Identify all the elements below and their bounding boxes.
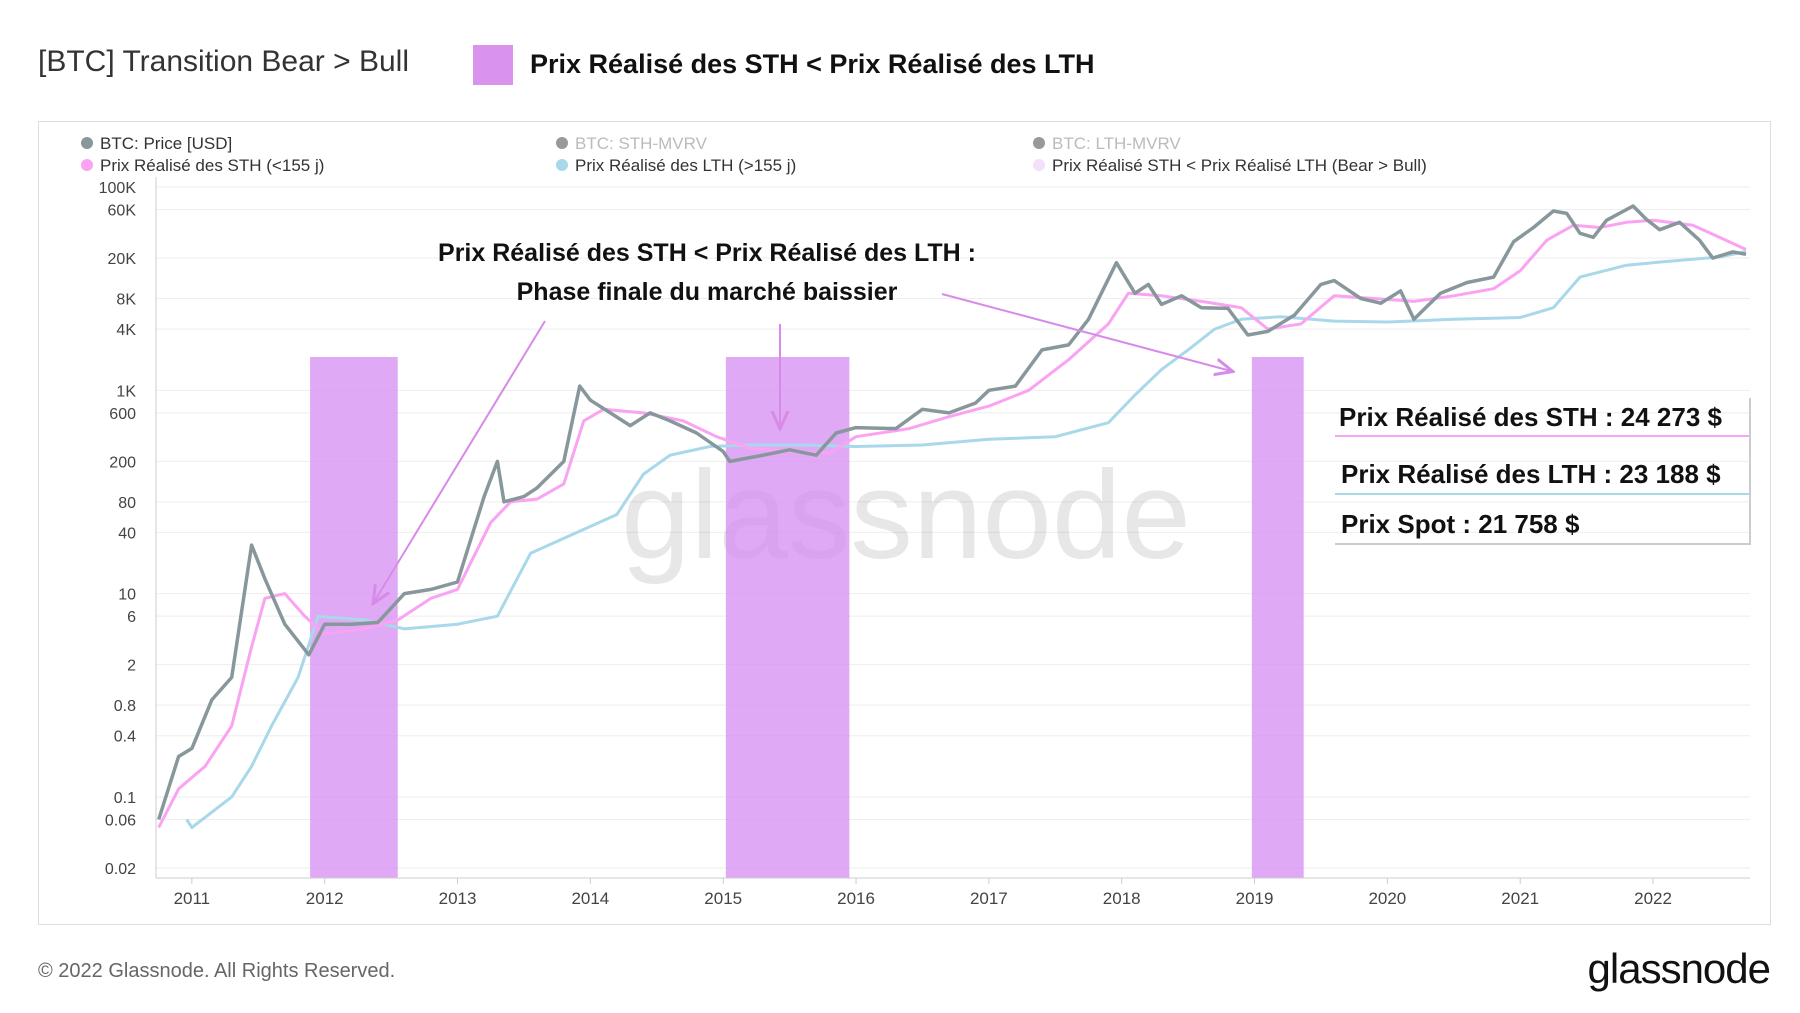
- y-tick-label: 0.1: [114, 790, 136, 807]
- legend-item[interactable]: BTC: STH-MVRV: [575, 134, 708, 153]
- x-tick-label: 2017: [970, 889, 1008, 908]
- legend-dot: [81, 137, 93, 149]
- bear-bull-transition-band: [725, 357, 850, 878]
- sth-underline: [1335, 435, 1749, 437]
- series-line-lth: [185, 250, 1747, 829]
- spot-price-value: Prix Spot : 21 758 $: [1341, 509, 1580, 539]
- sth-realized-value: Prix Réalisé des STH : 24 273 $: [1339, 402, 1722, 432]
- legend-item[interactable]: Prix Réalisé des STH (<155 j): [100, 156, 324, 175]
- arrow-2019: [941, 293, 1231, 371]
- x-tick-label: 2014: [571, 889, 609, 908]
- y-tick-label: 0.06: [105, 812, 136, 829]
- annotation-headline-2: Phase finale du marché baissier: [517, 278, 898, 306]
- y-tick-label: 200: [109, 454, 136, 471]
- y-tick-label: 40: [118, 525, 136, 542]
- highlight-swatch: [473, 45, 513, 85]
- chart-title: [BTC] Transition Bear > Bull: [38, 45, 409, 78]
- highlight-label: Prix Réalisé des STH < Prix Réalisé des …: [530, 49, 1095, 79]
- x-tick-label: 2013: [439, 889, 477, 908]
- legend-item[interactable]: Prix Réalisé des LTH (>155 j): [575, 156, 796, 175]
- annotation-headline-1: Prix Réalisé des STH < Prix Réalisé des …: [438, 239, 976, 267]
- value-annotation-box: Prix Réalisé des STH : 24 273 $ Prix Réa…: [1335, 398, 1751, 545]
- legend-dot: [81, 159, 93, 171]
- legend-dot: [1033, 159, 1045, 171]
- legend-dot: [556, 137, 568, 149]
- y-tick-label: 2: [127, 658, 136, 675]
- y-tick-label: 10: [118, 587, 136, 604]
- x-tick-label: 2021: [1501, 889, 1539, 908]
- x-tick-label: 2016: [837, 889, 875, 908]
- y-tick-label: 60K: [108, 203, 137, 220]
- y-tick-label: 8K: [116, 292, 136, 309]
- y-tick-label: 0.02: [105, 861, 136, 878]
- y-tick-label: 600: [109, 406, 136, 423]
- y-tick-label: 6: [127, 609, 136, 626]
- y-tick-label: 100K: [99, 180, 137, 197]
- series-line-sth: [157, 218, 1747, 829]
- arrow-2012: [374, 320, 546, 602]
- glassnode-logo: glassnode: [1587, 945, 1771, 992]
- lth-underline: [1335, 493, 1749, 495]
- x-tick-label: 2020: [1368, 889, 1406, 908]
- legend-dot: [556, 159, 568, 171]
- y-tick-label: 20K: [108, 251, 137, 268]
- series-line-price: [157, 204, 1747, 821]
- legend-item[interactable]: BTC: LTH-MVRV: [1052, 134, 1181, 153]
- y-tick-label: 1K: [116, 383, 136, 400]
- legend-item[interactable]: BTC: Price [USD]: [100, 134, 232, 153]
- y-tick-label: 0.4: [114, 729, 136, 746]
- x-tick-label: 2022: [1634, 889, 1672, 908]
- chart-frame: [38, 121, 1771, 925]
- y-tick-label: 0.8: [114, 698, 136, 715]
- x-tick-label: 2011: [174, 889, 211, 908]
- bear-bull-transition-band: [1251, 357, 1304, 878]
- x-tick-label: 2019: [1236, 889, 1274, 908]
- lth-realized-value: Prix Réalisé des LTH : 23 188 $: [1341, 459, 1721, 489]
- legend-dot: [1033, 137, 1045, 149]
- copyright: © 2022 Glassnode. All Rights Reserved.: [38, 960, 396, 982]
- y-tick-label: 4K: [116, 322, 136, 339]
- watermark: glassnode: [621, 446, 1191, 585]
- legend-item[interactable]: Prix Réalisé STH < Prix Réalisé LTH (Bea…: [1052, 156, 1427, 175]
- x-tick-label: 2012: [306, 889, 344, 908]
- x-tick-label: 2015: [704, 889, 742, 908]
- x-tick-label: 2018: [1103, 889, 1141, 908]
- y-tick-label: 80: [118, 495, 136, 512]
